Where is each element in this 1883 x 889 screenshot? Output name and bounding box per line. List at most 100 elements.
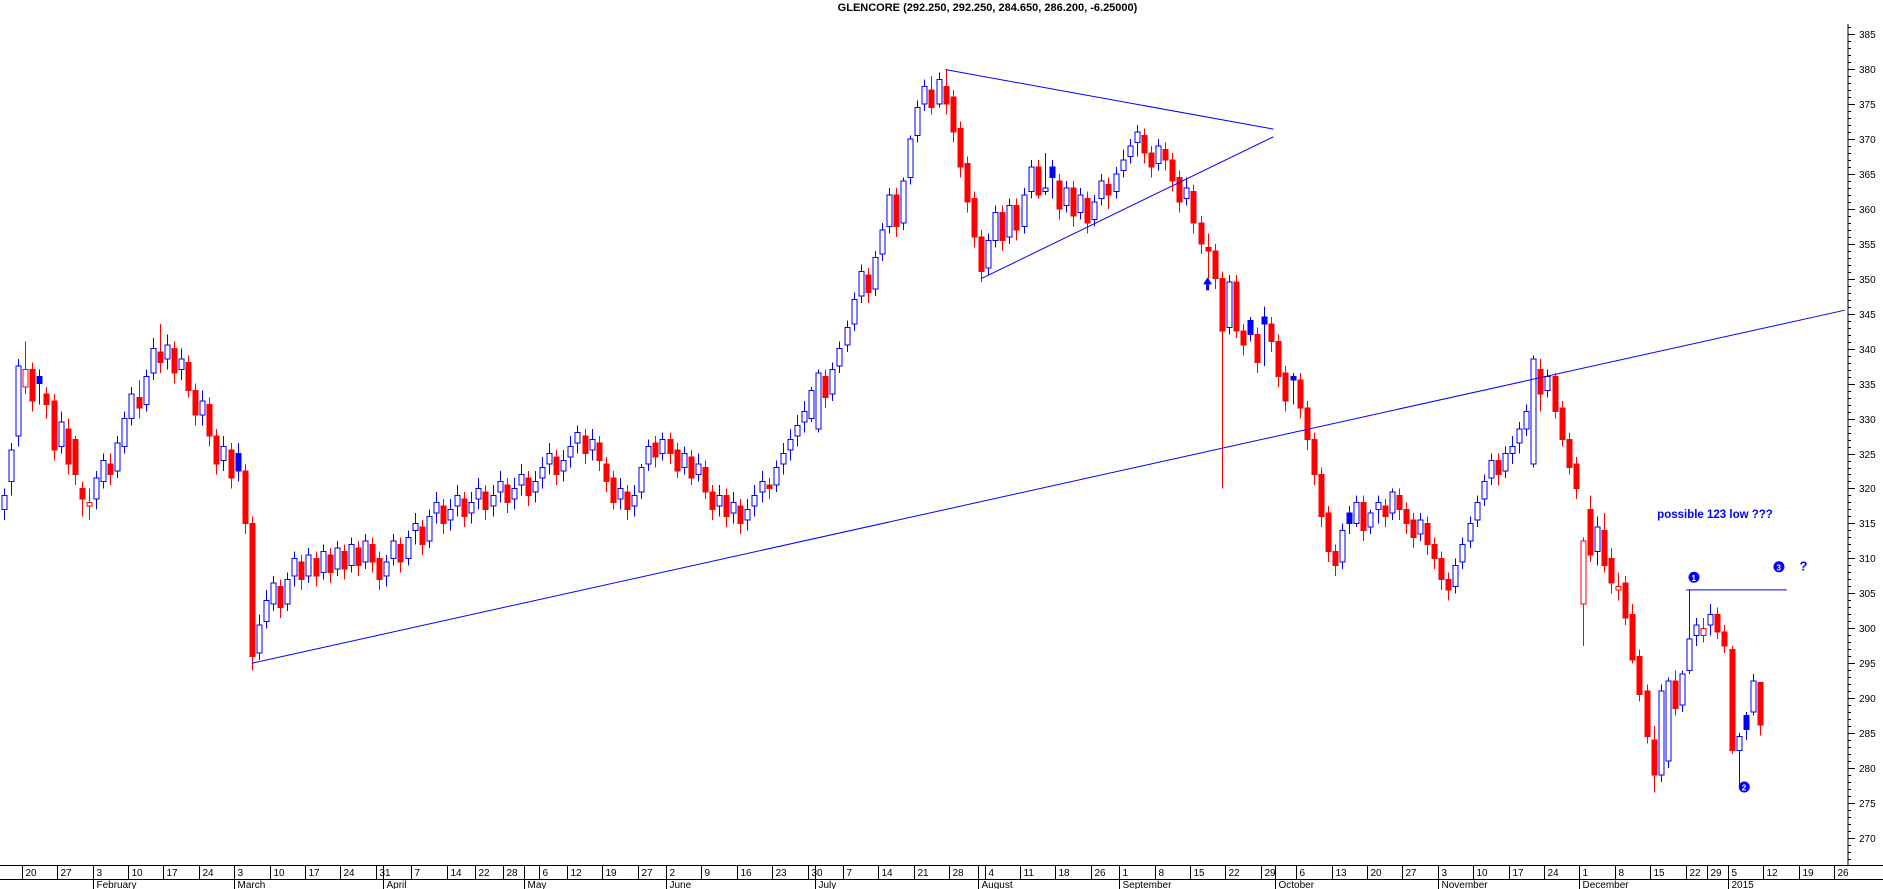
candle-body — [957, 127, 964, 168]
price-label: 310 — [1859, 554, 1876, 565]
week-label: 16 — [741, 868, 753, 879]
month-label: December — [1583, 880, 1630, 889]
candle-body — [511, 487, 518, 500]
candle-body — [751, 494, 758, 507]
candle-body — [1658, 690, 1665, 776]
price-label: 350 — [1859, 275, 1876, 286]
candle-body — [1729, 648, 1736, 752]
candle-body — [1, 494, 8, 510]
candle-body — [341, 550, 348, 570]
candle-body — [1134, 131, 1141, 143]
week-label: 27 — [642, 868, 654, 879]
week-label: 19 — [1803, 868, 1815, 879]
week-label: 18 — [1059, 868, 1071, 879]
candle-body — [228, 449, 235, 479]
candle-body — [1275, 341, 1282, 378]
candle-body — [1629, 613, 1636, 661]
candle-body — [475, 487, 482, 500]
candle-body — [801, 411, 808, 423]
candle-body — [702, 467, 709, 493]
candle-body — [815, 372, 822, 430]
week-label: 27 — [61, 868, 73, 879]
candle-body — [1084, 197, 1091, 224]
candle-body — [43, 393, 50, 406]
month-label: March — [238, 880, 266, 889]
candle-body — [1219, 278, 1226, 332]
candle-body — [950, 96, 957, 133]
week-label: 24 — [344, 868, 356, 879]
week-label: 17 — [309, 868, 321, 879]
candle-body — [695, 463, 702, 475]
candle-body — [1148, 152, 1155, 168]
candle-body — [900, 180, 907, 224]
candle-body — [1233, 281, 1240, 332]
candle-body — [582, 435, 589, 455]
candle-body — [794, 425, 801, 437]
time-axis: 20 27 3 10 17 24 3 10 17 24 31 7 14 22 28 6 12 19 27 2 9 16 23… — [0, 865, 1883, 889]
candle-body — [178, 358, 185, 371]
week-label: 22 — [1690, 868, 1702, 879]
candle-body — [553, 456, 560, 475]
candle-body — [560, 460, 567, 472]
candle-body — [936, 78, 943, 105]
week-label: 17 — [1513, 868, 1525, 879]
candle-body — [1254, 334, 1261, 364]
candle-body — [1021, 194, 1028, 227]
candle-body — [1396, 494, 1403, 510]
week-label: 2 — [670, 868, 676, 879]
candle-body — [1552, 376, 1559, 413]
candle-body — [1226, 281, 1233, 329]
candle-body — [1318, 473, 1325, 517]
candle-body — [100, 460, 107, 482]
candle-body — [1438, 557, 1445, 580]
candle-body — [305, 554, 312, 577]
week-label: 29 — [1265, 868, 1277, 879]
week-label: 8 — [1159, 868, 1165, 879]
candle-body — [603, 463, 610, 482]
candle-body — [79, 487, 86, 500]
week-label: 24 — [203, 868, 215, 879]
annotation-circled-2: 2 — [1738, 781, 1750, 793]
triangle-lower-line — [980, 136, 1274, 280]
week-label: 26 — [1838, 868, 1850, 879]
candle-body — [263, 599, 270, 622]
candle-body — [320, 550, 327, 573]
candle-body — [1240, 330, 1247, 346]
candle-body — [1530, 358, 1537, 465]
candle-body — [681, 453, 688, 469]
candle-body — [1127, 145, 1134, 157]
candle-body — [759, 480, 766, 493]
candle-body — [220, 446, 227, 462]
week-label: 24 — [1548, 868, 1560, 879]
candle-body — [440, 505, 447, 524]
candle-body — [1580, 540, 1587, 605]
candle-body — [22, 369, 29, 388]
candle-body — [369, 543, 376, 563]
candle-body — [1644, 690, 1651, 738]
candle-body — [454, 494, 461, 507]
candle-body — [1190, 190, 1197, 224]
candle-body — [1028, 166, 1035, 192]
candle-body — [1325, 512, 1332, 552]
candle-body — [1417, 519, 1424, 535]
candle-body — [1665, 680, 1672, 762]
candle-body — [1693, 624, 1700, 636]
week-label: 15 — [1194, 868, 1206, 879]
candle-body — [1566, 439, 1573, 469]
price-label: 360 — [1859, 205, 1876, 216]
candle-body — [674, 449, 681, 472]
candle-body — [249, 522, 256, 657]
candle-body — [567, 446, 574, 458]
candle-body — [461, 498, 468, 517]
chart-title: GLENCORE (292.250, 292.250, 284.650, 286… — [837, 2, 1138, 14]
candle-body — [171, 348, 178, 374]
month-label: November — [1442, 880, 1489, 889]
candle-body — [610, 477, 617, 503]
candle-body — [1162, 148, 1169, 161]
candle-body — [1268, 323, 1275, 343]
svg-text:2: 2 — [1742, 784, 1747, 793]
candle-body — [716, 494, 723, 507]
week-label: 3 — [238, 868, 244, 879]
